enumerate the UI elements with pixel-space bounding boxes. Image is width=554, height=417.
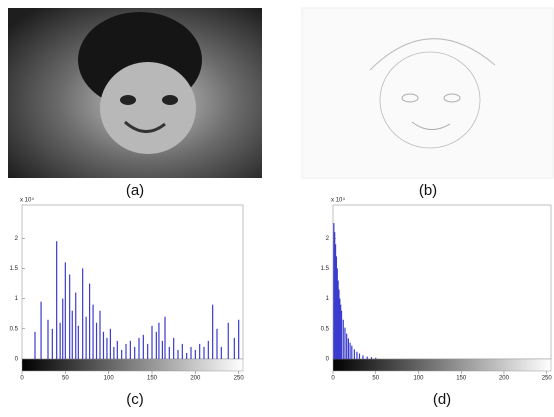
x-tick-label: 200	[190, 376, 201, 382]
y-multiplier: x 10⁴	[331, 197, 345, 204]
axes-frame	[333, 205, 551, 359]
y-tick-label: 1.5	[10, 266, 19, 272]
y-multiplier: x 10⁴	[20, 197, 34, 204]
figure: (a) (b) (c) (d) x 10⁴00.511.520501001502…	[0, 0, 554, 412]
axes-frame	[22, 205, 243, 359]
y-tick-label: 1	[326, 296, 330, 302]
x-tick-label: 0	[20, 376, 24, 382]
caption: (d)	[433, 391, 451, 408]
x-tick-label: 50	[372, 376, 379, 382]
photo-a	[8, 8, 262, 178]
y-tick-label: 0	[326, 357, 330, 363]
y-tick-label: 0	[15, 357, 19, 363]
x-tick-label: 100	[104, 376, 115, 382]
y-tick-label: 0.5	[321, 326, 330, 332]
x-tick-label: 0	[331, 376, 335, 382]
caption: (a)	[126, 182, 144, 199]
x-tick-label: 250	[234, 376, 245, 382]
x-tick-label: 200	[499, 376, 510, 382]
caption: (b)	[419, 182, 437, 199]
y-tick-label: 1.5	[321, 266, 330, 272]
y-tick-label: 2	[15, 236, 19, 242]
colorbar	[333, 359, 551, 371]
x-tick-label: 250	[542, 376, 553, 382]
x-tick-label: 150	[456, 376, 467, 382]
x-tick-label: 100	[413, 376, 424, 382]
photo-b	[302, 8, 553, 178]
colorbar	[22, 359, 243, 371]
y-tick-label: 2	[326, 236, 330, 242]
x-tick-label: 50	[62, 376, 69, 382]
y-tick-label: 1	[15, 296, 19, 302]
caption: (c)	[126, 391, 144, 408]
y-tick-label: 0.5	[10, 326, 19, 332]
x-tick-label: 150	[147, 376, 158, 382]
